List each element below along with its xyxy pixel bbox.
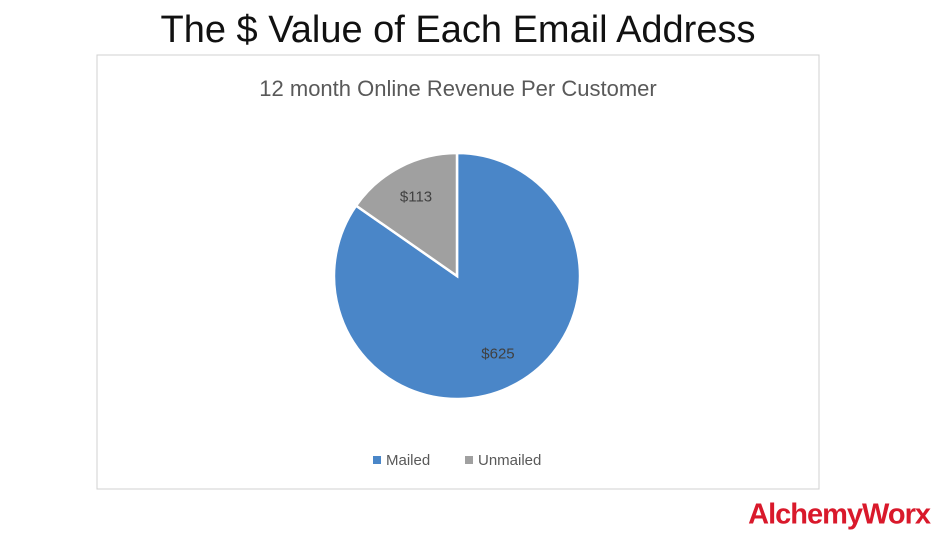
- data-label: $113: [400, 188, 432, 205]
- logo: AlchemyWorx: [748, 499, 931, 531]
- legend-marker: [373, 456, 381, 464]
- legend-label: Mailed: [386, 452, 430, 469]
- slide-title: The $ Value of Each Email Address: [161, 9, 756, 51]
- pie-slice: [354, 151, 459, 279]
- legend-marker: [465, 456, 473, 464]
- legend-label: Unmailed: [478, 452, 541, 469]
- data-label: $625: [481, 345, 514, 362]
- chart-title: 12 month Online Revenue Per Customer: [259, 76, 656, 101]
